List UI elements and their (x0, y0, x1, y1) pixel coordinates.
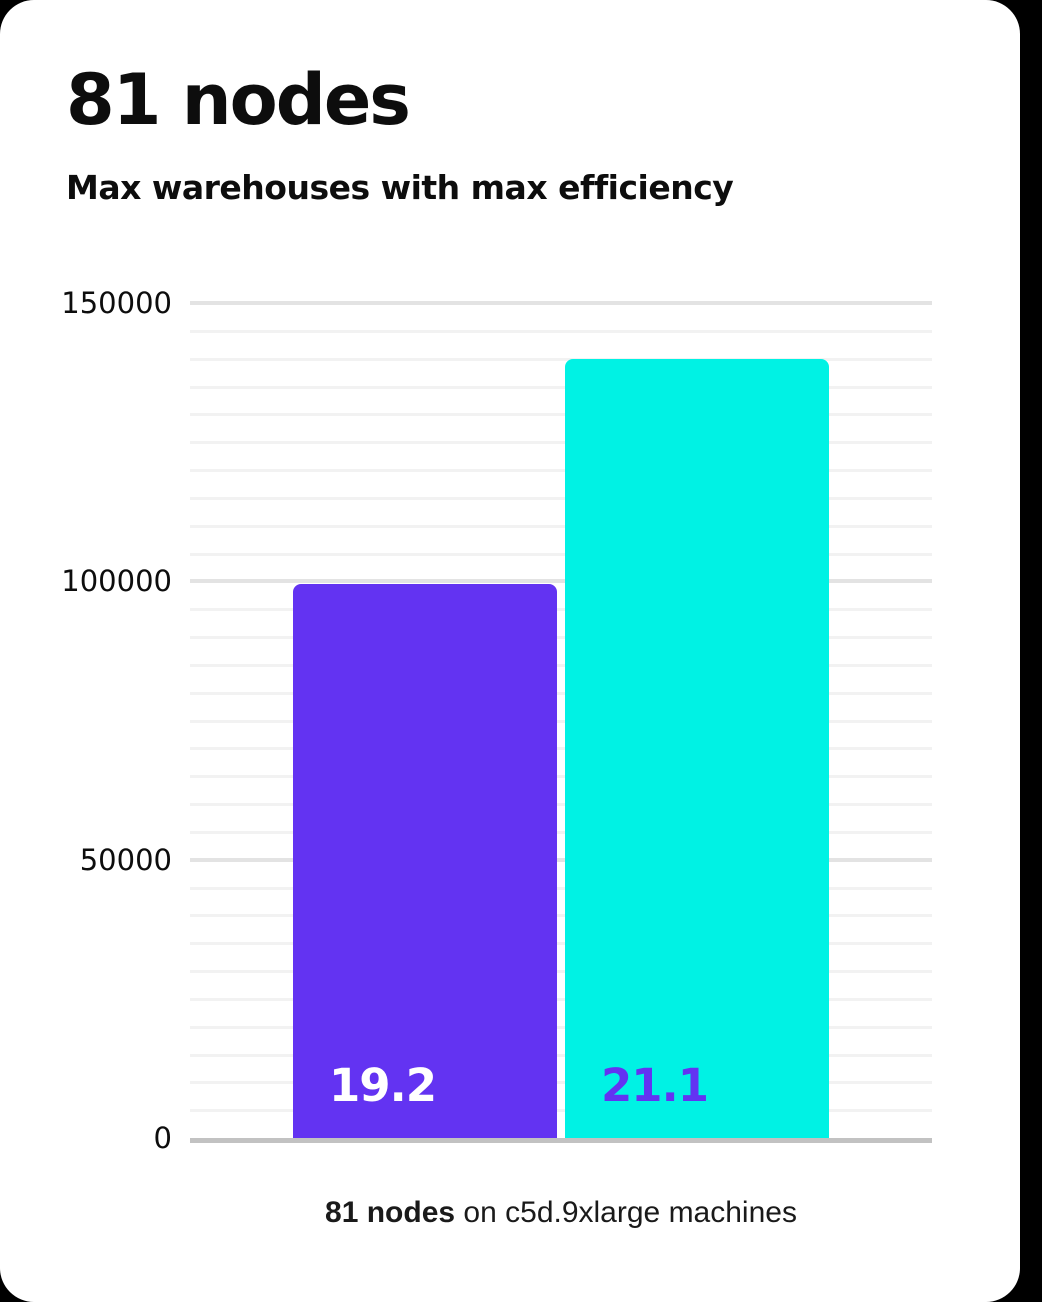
caption-bold-text: 81 nodes (325, 1196, 456, 1229)
page-title: 81 nodes (66, 59, 411, 141)
x-axis-line (190, 1138, 932, 1143)
caption-regular-text: on c5d.9xlarge machines (455, 1196, 797, 1229)
bar-value-label: 19.2 (329, 1059, 437, 1112)
y-axis-tick-label: 0 (153, 1121, 172, 1155)
chart-caption: 81 nodes on c5d.9xlarge machines (190, 1196, 932, 1230)
major-gridline (190, 301, 932, 305)
minor-gridline (190, 329, 932, 333)
bar-value-label: 21.1 (601, 1059, 709, 1112)
page-subtitle: Max warehouses with max efficiency (66, 168, 734, 207)
purple-bar: 19.2 (293, 584, 557, 1138)
y-axis-tick-label: 100000 (61, 564, 172, 599)
y-axis-tick-label: 150000 (61, 286, 172, 320)
y-axis-tick-label: 50000 (79, 842, 172, 877)
plot-area: 19.2 21.1 (190, 301, 932, 1143)
chart-card: 81 nodes Max warehouses with max efficie… (0, 0, 1020, 1302)
cyan-bar: 21.1 (565, 358, 829, 1138)
